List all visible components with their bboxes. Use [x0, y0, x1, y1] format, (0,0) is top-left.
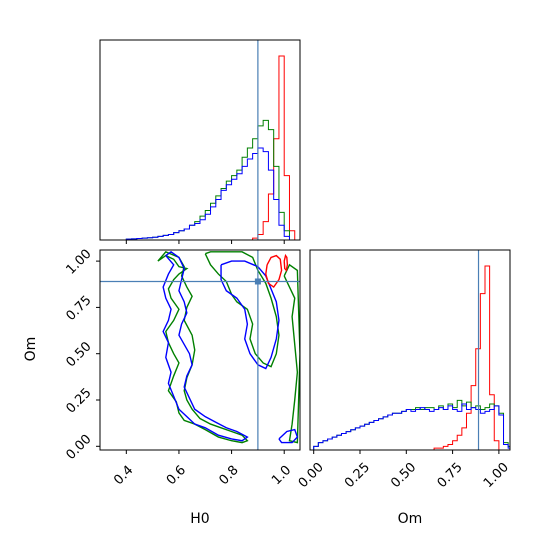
x-axis-label-om: Om: [398, 511, 423, 527]
contour-xtick-label: 1.0: [269, 463, 294, 488]
contour-blue-0: [162, 250, 249, 442]
om-hist-green: [313, 399, 510, 450]
om-hist-xtick-label: 0.00: [296, 460, 327, 491]
om-hist-xtick-label: 1.00: [481, 460, 512, 491]
h0-hist-green: [125, 119, 295, 240]
contour-ytick-label: 0.75: [64, 293, 95, 324]
contour-ytick-label: 1.00: [64, 247, 95, 278]
contour-xtick-label: 0.4: [111, 463, 136, 488]
om-hist-xtick-label: 0.75: [435, 460, 466, 491]
y-axis-label-om: Om: [23, 337, 39, 362]
om-hist-xtick-label: 0.25: [342, 460, 373, 491]
panel-om-histogram: 0.00 0.25 0.50 0.75 1.00: [296, 249, 512, 491]
contour-frame: [99, 249, 301, 451]
panel-h0-histogram: [99, 39, 301, 244]
contour-green-2: [283, 263, 300, 444]
om-hist-red: [433, 265, 500, 450]
h0-hist-blue: [125, 147, 295, 240]
truth-marker: [254, 278, 261, 285]
contour-xtick-label: 0.8: [216, 463, 241, 488]
contour-ytick-label: 0.00: [64, 432, 95, 463]
contour-red-0: [265, 254, 283, 289]
contour-red-1: [283, 253, 289, 272]
om-hist-blue: [313, 403, 510, 450]
contour-ytick-label: 0.25: [64, 386, 95, 417]
x-axis-label-h0: H0: [190, 511, 209, 527]
h0-hist-frame: [99, 39, 301, 241]
om-hist-xtick-label: 0.50: [388, 460, 419, 491]
contour-blue-1: [220, 260, 280, 370]
contour-ytick-label: 0.50: [64, 339, 95, 370]
panel-h0-om-contour: 0.4 0.6 0.8 1.0 0.00 0.25 0.50 0.75 1.00: [64, 247, 301, 488]
contour-xtick-label: 0.6: [164, 463, 189, 488]
contour-green-1: [204, 251, 280, 368]
contour-blue-2: [278, 428, 299, 444]
om-hist-frame: [309, 249, 511, 451]
